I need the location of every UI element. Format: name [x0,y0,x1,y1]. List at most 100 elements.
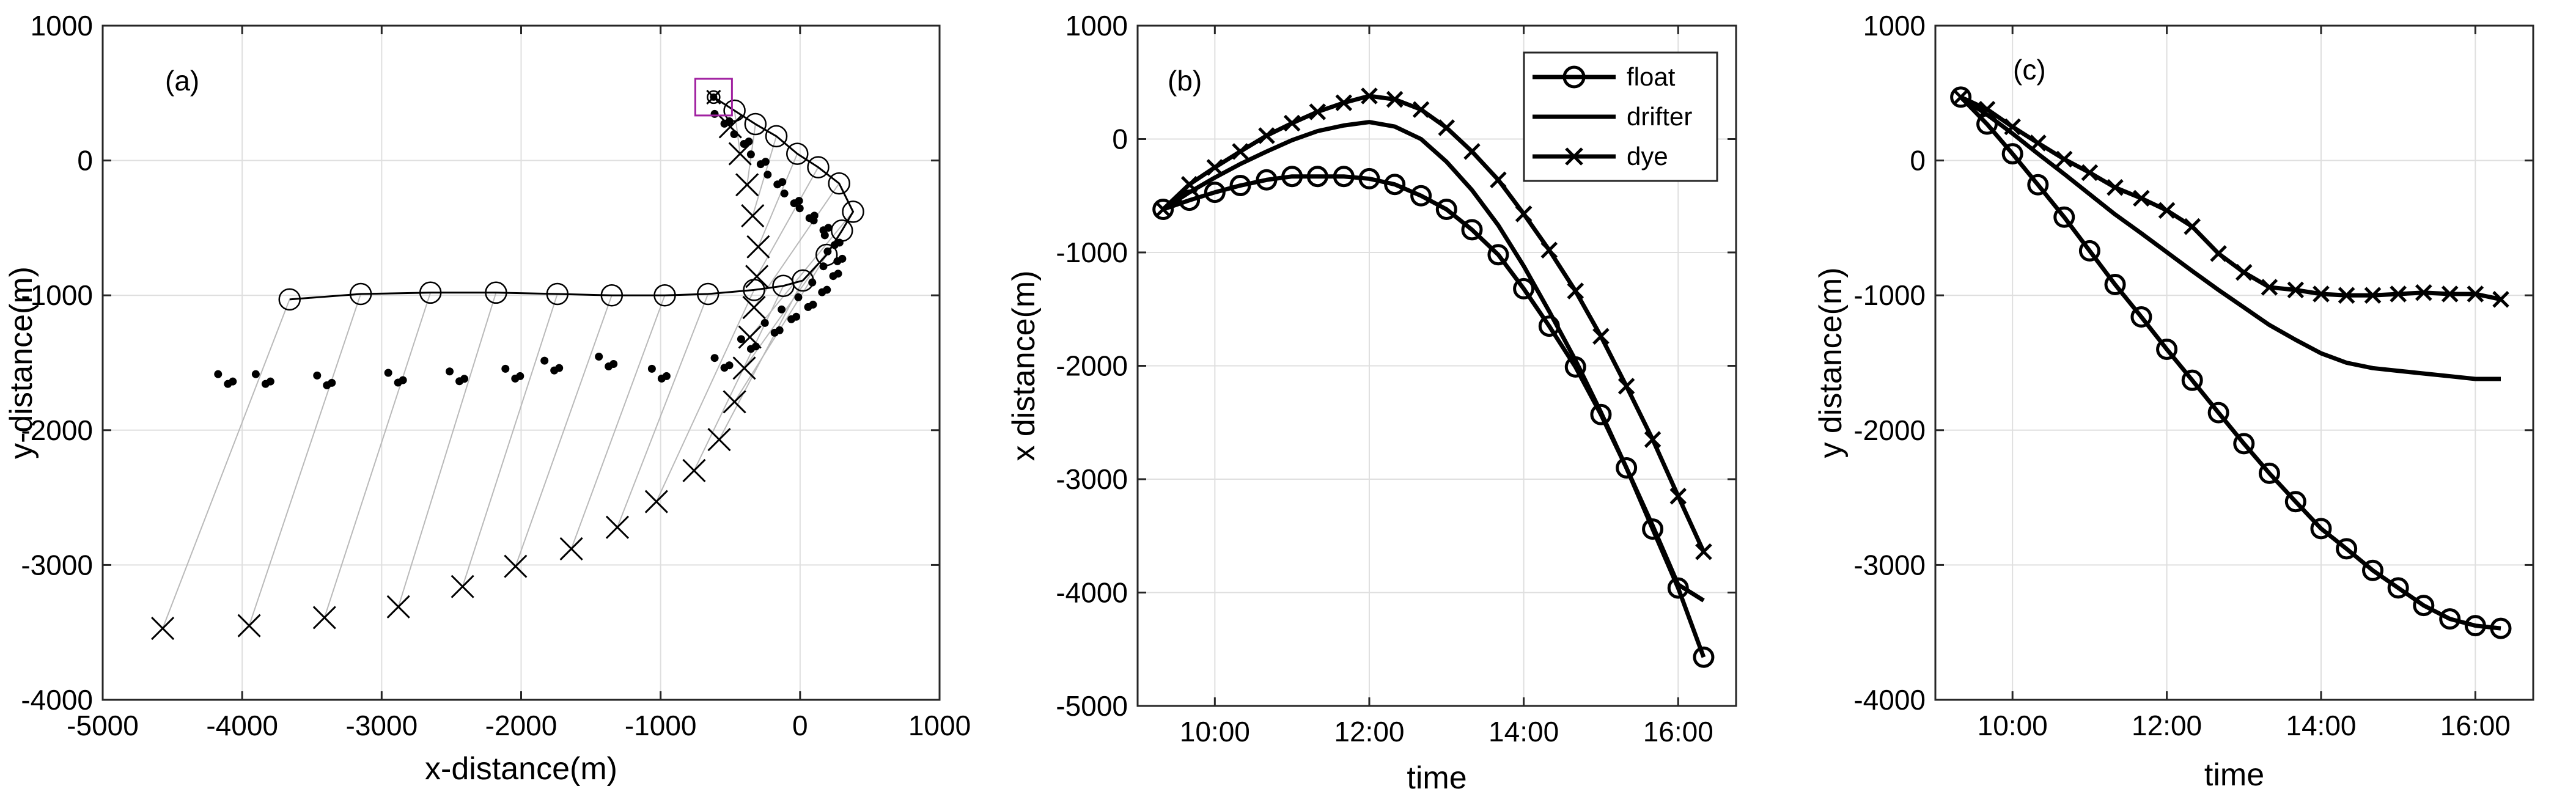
panel-c-series-dye-line [1960,95,2501,302]
panel-a-release-circle [707,90,721,105]
panel-c-series-dye-point-12 [2261,279,2278,296]
panel-c-series-dye-point-18-b [2415,284,2432,301]
panel-b-series-dye-point-20 [1669,488,1687,505]
panel-a-float-line [289,96,855,301]
panel-a-float-point-18 [419,281,442,304]
panel-b-series-dye-point-8 [1361,87,1378,105]
panel-a-drifter-dot-24-3 [229,377,237,386]
panel-b-ylabel: x distance(m) [1006,270,1042,461]
panel-a-dye-point-21-b [151,617,175,641]
panel-c-series-dye-point-11-b [2236,263,2253,281]
panel-b-series-float-point-18 [1616,457,1638,479]
panel-c-series-float-point-12 [2258,462,2280,484]
panel-a-drifter-dot-20-3 [460,375,469,383]
panel-c-series-float-point-21 [2490,617,2512,639]
panel-b-series-dye-point-0 [1154,200,1172,218]
panel-b-xtick-label-0: 10:00 [1180,716,1250,747]
panel-a-drifter-cluster-4 [780,189,803,208]
panel-a-connector-5 [756,167,819,277]
panel-a-xtick-label-2: -3000 [346,710,418,741]
panel-a-release-box [694,78,733,117]
panel-c-series-dye-point-17-b [2390,285,2407,303]
panel-a-float-point-2 [744,112,767,136]
panel-a-float-point-20 [278,288,301,311]
panel-c-series-dye-point-7 [2133,189,2150,207]
panel-c-series-dye-point-0 [1952,89,1970,106]
panel-c-series-dye-point-5-b [2081,164,2099,182]
panel-a-dye-point-2-b [728,142,752,166]
panel-a-dye-point-14-b [605,515,629,539]
panel-a-dye-point-20 [237,614,261,637]
panel-c-series-float-point-4 [2053,206,2075,228]
panel-a-dye-point-2 [728,142,752,166]
panel-c-series-dye-point-15-b [2338,287,2355,304]
panel-a-connector-16 [462,293,558,587]
panel-a-drifter-dot-19-3 [516,372,524,380]
panel-c-series-dye-point-19-b [2441,285,2459,303]
panel-c-series-float-point-3 [2027,174,2049,196]
panel-a-drifter-dot-14-1 [737,335,745,343]
panel-c-series-float-point-8 [2156,338,2178,360]
panel-b-series-dye-point-3 [1232,143,1249,160]
panel-c-series-float-point-17 [2387,577,2409,599]
panel-a-float-point-16 [546,282,569,306]
panel-a-dye-point-11 [707,428,731,452]
panel-c: 10:00 12:00 14:00 16:00 -4000 -3000 -2000 -1000… [1813,10,2534,793]
panel-c-series-float-point-10 [2207,402,2229,424]
panel-a-drifter-dot-15-1 [710,354,719,362]
panel-a-dye-point-18-b [386,595,410,619]
panel-a-ylabel: y-distance(m) [4,266,39,459]
panel-c-xtick-label-0: 10:00 [1978,710,2048,741]
panel-a-drifter-dot-21-1 [384,369,392,377]
panel-a-drifter-dot-18-3 [555,364,564,372]
panel-c-series-float-point-2 [2001,143,2023,165]
panel-b-ytick-label-3: -2000 [1056,350,1128,382]
panel-a-drifter-cluster-15 [710,354,734,372]
panel-a-dye-point-1-b [718,115,742,139]
panel-a-drifter-dot-11-3 [809,300,817,309]
panel-b-series-dye-point-17 [1592,328,1610,345]
panel-a-ytick-label-3: -1000 [21,279,93,311]
panel-b-series-float-point-12 [1461,219,1483,241]
panel-a-float-point-4 [786,142,809,165]
panel-a-dye-point-8-b [738,325,762,349]
panel-a-xtick-label-4: -1000 [625,710,697,741]
panel-a-float-point-19 [349,282,372,306]
panel-c-series-dye-point-1 [1978,101,1996,118]
panel-a-ytick-label-0: -4000 [21,684,93,716]
panel-b-series-float-point-17 [1590,403,1612,425]
panel-c-ytick-label-4: 0 [1910,145,1926,177]
panel-c-series-float-point-6 [2104,274,2126,296]
panel-a-drifter-cluster-13 [760,318,784,337]
panel-a-dye-point-21 [151,617,175,641]
panel-c-series-float-point-13 [2284,491,2306,513]
panel-b-series-float-point-6 [1306,166,1328,188]
panel-a-drifter-dot-1-3 [745,138,753,146]
panel-a-float-point-6 [828,172,850,195]
panel-b-xlabel: time [1407,760,1466,796]
panel-a-release-dot [710,93,718,101]
panel-a-dye-point-7 [742,295,766,320]
panel-b-series-dye-point-18 [1617,378,1635,395]
panel-a-float-point-5 [807,156,830,178]
panel-a-drifter-dot-8-3 [838,254,847,263]
panel-a-dye-point-3 [735,173,759,197]
panel-b-series-float-point-13 [1487,244,1509,266]
panel-a-drifter-cluster-10 [808,278,831,296]
panel-b-legend-label-drifter: drifter [1627,102,1692,131]
panel-a-drifter-dot-10-1 [808,278,817,287]
panel-c-series-dye-point-18 [2415,284,2432,301]
panel-b-series-float-point-5 [1281,166,1303,188]
panel-a-dye-point-15-b [559,537,583,560]
panel-c-series-dye-point-3 [2030,134,2047,152]
panel-a-dye-point-13 [644,490,668,513]
panel-c-frame [1934,24,2534,701]
panel-a-drifter-cluster-8 [823,247,847,265]
panel-a-drifter-dot-0-3 [725,117,734,125]
panel-a-drifter-cluster-17 [595,353,618,370]
panel-b-series-dye-point-4 [1258,127,1275,144]
panel-b-legend-marker-dye-b [1565,147,1583,166]
panel-b-ytick-label-0: -5000 [1056,690,1128,722]
panel-c-ylabel: y distance(m) [1813,267,1849,458]
panel-b-legend: float drifter dye [1523,51,1718,182]
